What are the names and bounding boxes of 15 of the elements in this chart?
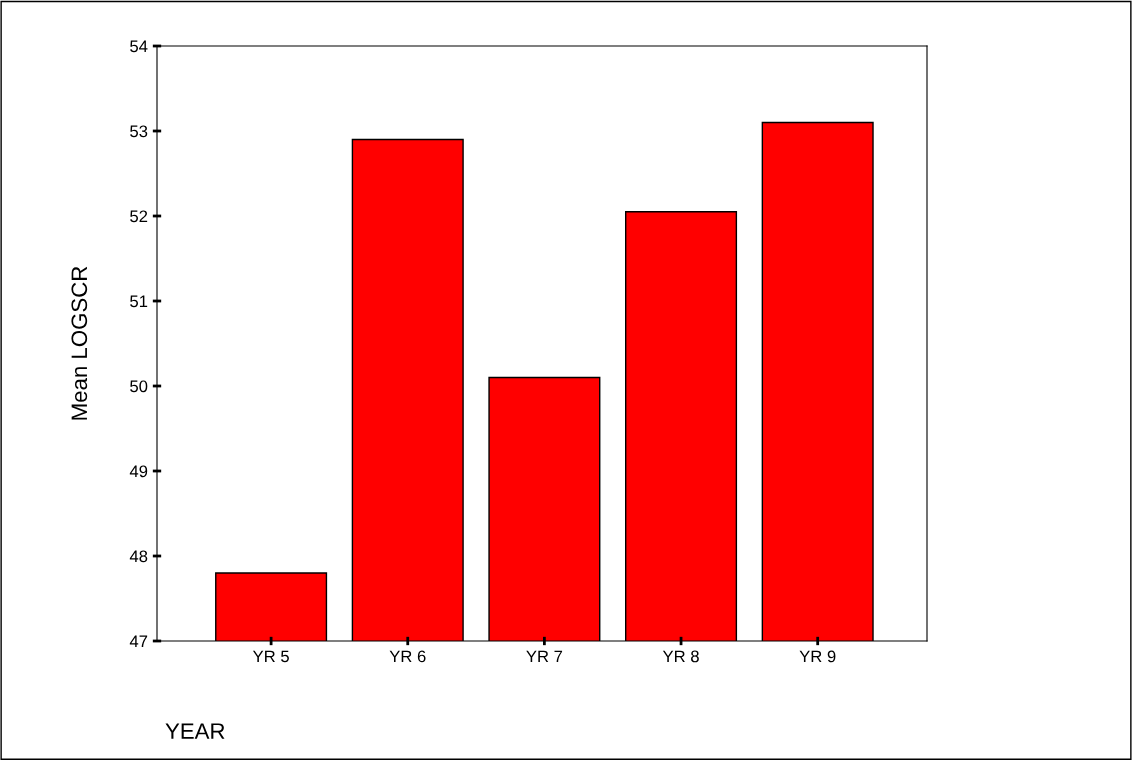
y-tick-label: 47 (129, 635, 148, 648)
x-tick-label: YR 5 (252, 650, 289, 663)
y-axis-title: Mean LOGSCR (71, 266, 88, 420)
y-tick-label: 49 (129, 465, 148, 478)
x-tick-label: YR 6 (389, 650, 426, 663)
x-tick-label: YR 7 (526, 650, 563, 663)
x-tick-label: YR 8 (662, 650, 699, 663)
y-tick-label: 52 (130, 210, 148, 223)
y-tick-label: 53 (130, 125, 148, 138)
y-tick-label: 50 (130, 380, 148, 393)
y-tick-label: 54 (130, 40, 148, 53)
y-tick-label: 51 (130, 295, 148, 308)
x-tick-label: YR 9 (799, 650, 836, 663)
y-tick-label: 48 (129, 550, 148, 563)
x-axis-title: YEAR (165, 723, 225, 739)
